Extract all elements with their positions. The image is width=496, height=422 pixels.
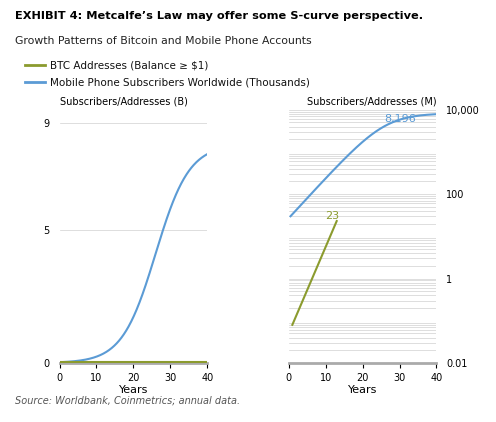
Text: 8,196: 8,196	[385, 114, 417, 124]
Text: Source: Worldbank, Coinmetrics; annual data.: Source: Worldbank, Coinmetrics; annual d…	[15, 395, 240, 405]
Text: 23: 23	[325, 211, 339, 221]
Text: Mobile Phone Subscribers Worldwide (Thousands): Mobile Phone Subscribers Worldwide (Thou…	[50, 77, 310, 87]
Text: Subscribers/Addresses (M): Subscribers/Addresses (M)	[307, 96, 436, 106]
Text: Subscribers/Addresses (B): Subscribers/Addresses (B)	[60, 96, 187, 106]
X-axis label: Years: Years	[348, 385, 377, 395]
X-axis label: Years: Years	[119, 385, 148, 395]
Text: BTC Addresses (Balance ≥ $1): BTC Addresses (Balance ≥ $1)	[50, 60, 208, 70]
Text: EXHIBIT 4: Metcalfe’s Law may offer some S-curve perspective.: EXHIBIT 4: Metcalfe’s Law may offer some…	[15, 11, 423, 21]
Text: Growth Patterns of Bitcoin and Mobile Phone Accounts: Growth Patterns of Bitcoin and Mobile Ph…	[15, 36, 311, 46]
